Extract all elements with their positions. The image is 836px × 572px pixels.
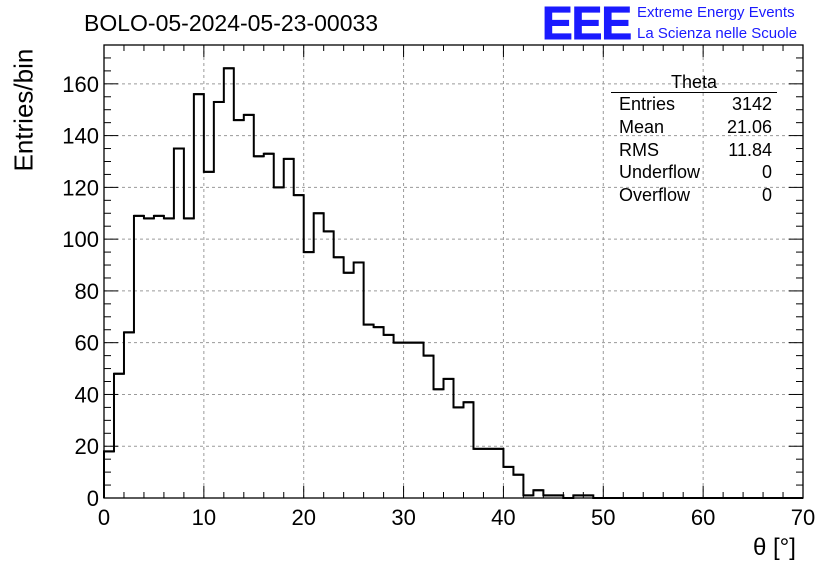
x-tick-label: 40 [491, 505, 515, 530]
stats-box: Theta Entries 3142 Mean 21.06 RMS 11.84 … [611, 72, 777, 207]
stats-row-rms: RMS 11.84 [611, 139, 777, 162]
y-tick-label: 140 [62, 124, 99, 149]
y-tick-label: 60 [75, 331, 99, 356]
stats-value: 3142 [731, 94, 772, 114]
stats-value: 21.06 [726, 116, 772, 137]
x-tick-label: 20 [291, 505, 315, 530]
stats-label: Overflow [619, 185, 691, 206]
stats-row-underflow: Underflow 0 [611, 161, 777, 184]
stats-label: Mean [619, 116, 665, 137]
y-tick-label: 120 [62, 175, 99, 200]
stats-label: Underflow [619, 162, 701, 183]
plot-frame [103, 44, 804, 499]
stats-value: 11.84 [728, 139, 772, 160]
stats-title: Theta [611, 72, 777, 93]
y-tick-label: 100 [62, 227, 99, 252]
x-tick-label: 10 [192, 505, 216, 530]
y-tick-label: 40 [75, 382, 99, 407]
stats-value: 0 [761, 185, 772, 206]
stats-label: RMS [619, 139, 659, 160]
y-tick-label: 160 [62, 72, 99, 97]
stats-label: Entries [619, 94, 676, 114]
x-tick-label: 60 [691, 505, 715, 530]
y-tick-label: 80 [75, 279, 99, 304]
x-tick-label: 0 [98, 505, 110, 530]
x-tick-label: 30 [391, 505, 415, 530]
y-tick-label: 20 [75, 434, 99, 459]
x-tick-label: 70 [791, 505, 815, 530]
chart-title: BOLO-05-2024-05-23-00033 [84, 10, 379, 36]
x-axis-label: θ [°] [753, 534, 796, 561]
stats-value: 0 [761, 162, 772, 183]
org-name-line-2: La Scienza nelle Scuole [637, 25, 798, 42]
x-tick-label: 50 [591, 505, 615, 530]
eee-logo: EEE [541, 0, 632, 49]
stats-row-mean: Mean 21.06 [611, 116, 777, 139]
y-tick-label: 0 [87, 486, 99, 511]
stats-row-entries: Entries 3142 [611, 93, 777, 116]
y-axis-label: Entries/bin [8, 48, 39, 172]
stats-row-overflow: Overflow 0 [611, 184, 777, 207]
org-name-line-1: Extreme Energy Events [637, 4, 795, 21]
